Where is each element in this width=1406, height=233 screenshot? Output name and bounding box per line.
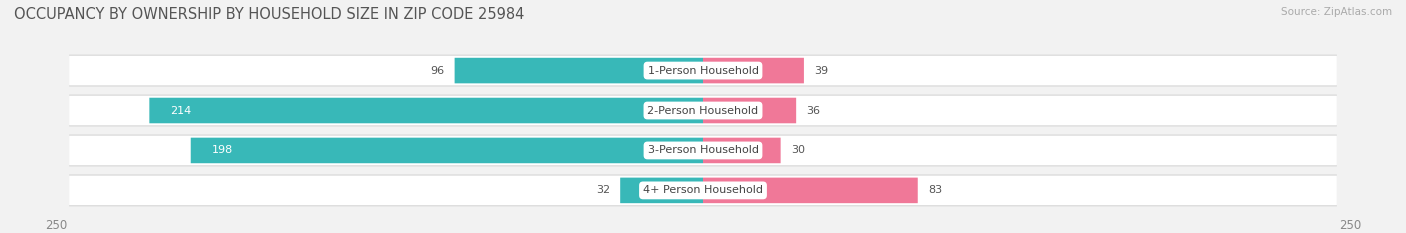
Text: OCCUPANCY BY OWNERSHIP BY HOUSEHOLD SIZE IN ZIP CODE 25984: OCCUPANCY BY OWNERSHIP BY HOUSEHOLD SIZE… xyxy=(14,7,524,22)
Text: 3-Person Household: 3-Person Household xyxy=(648,145,758,155)
FancyBboxPatch shape xyxy=(149,98,703,123)
FancyBboxPatch shape xyxy=(703,138,780,163)
Text: 32: 32 xyxy=(596,185,610,195)
Text: 96: 96 xyxy=(430,65,444,75)
FancyBboxPatch shape xyxy=(703,178,918,203)
Text: 4+ Person Household: 4+ Person Household xyxy=(643,185,763,195)
FancyBboxPatch shape xyxy=(703,98,796,123)
FancyBboxPatch shape xyxy=(69,134,1337,166)
Text: 30: 30 xyxy=(792,145,806,155)
Text: 1-Person Household: 1-Person Household xyxy=(648,65,758,75)
FancyBboxPatch shape xyxy=(69,56,1337,85)
Text: 2-Person Household: 2-Person Household xyxy=(647,106,759,116)
Text: 39: 39 xyxy=(814,65,828,75)
Text: Source: ZipAtlas.com: Source: ZipAtlas.com xyxy=(1281,7,1392,17)
Text: 214: 214 xyxy=(170,106,191,116)
FancyBboxPatch shape xyxy=(620,178,703,203)
Text: 83: 83 xyxy=(928,185,942,195)
FancyBboxPatch shape xyxy=(69,136,1337,165)
FancyBboxPatch shape xyxy=(703,58,804,83)
FancyBboxPatch shape xyxy=(69,55,1337,86)
FancyBboxPatch shape xyxy=(69,96,1337,125)
FancyBboxPatch shape xyxy=(69,175,1337,206)
FancyBboxPatch shape xyxy=(69,95,1337,127)
Text: 198: 198 xyxy=(211,145,233,155)
FancyBboxPatch shape xyxy=(454,58,703,83)
FancyBboxPatch shape xyxy=(69,176,1337,205)
Text: 36: 36 xyxy=(807,106,821,116)
FancyBboxPatch shape xyxy=(191,138,703,163)
